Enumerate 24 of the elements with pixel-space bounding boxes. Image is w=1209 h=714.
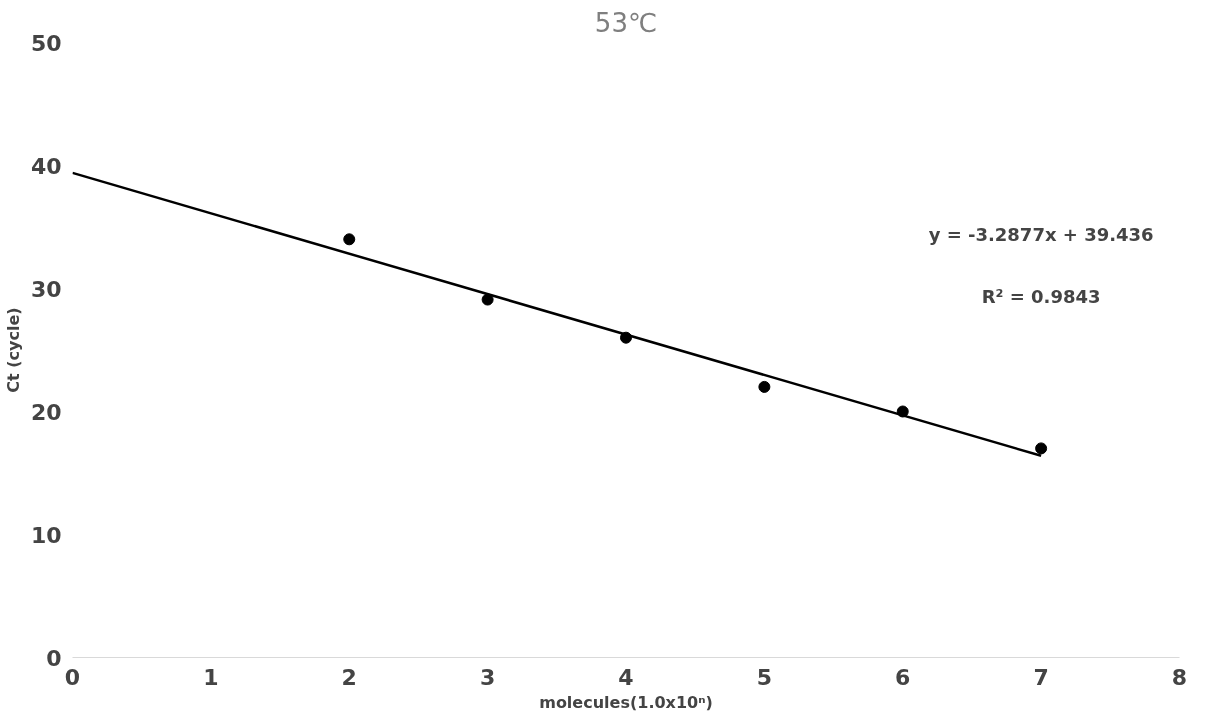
point (481, 293, 494, 306)
annotation: R² = 0.9843 (981, 285, 1101, 307)
point (758, 380, 771, 393)
point (1035, 442, 1048, 455)
y-tick-label: 50 (30, 30, 62, 56)
x-tick-label: 5 (756, 664, 773, 690)
x-tick-label: 6 (895, 664, 911, 690)
y-tick-label: 20 (30, 399, 62, 425)
point (343, 233, 356, 246)
y-tick-label: 0 (46, 645, 62, 671)
y-tick-label: 10 (30, 522, 62, 548)
x-tick-label: 2 (341, 664, 357, 690)
x-axis-title: molecules(1.0x10ⁿ) (539, 692, 713, 712)
annotation: y = -3.2877x + 39.436 (928, 224, 1154, 246)
x-tick-label: 3 (479, 664, 496, 690)
y-tick-label: 30 (30, 276, 62, 302)
x-tick-label: 7 (1033, 664, 1049, 690)
x-tick-label: 4 (618, 664, 634, 690)
y-tick-label: 40 (30, 153, 62, 179)
x-tick-label: 1 (203, 664, 219, 690)
chart-title: 53℃ (594, 7, 658, 38)
x-tick-label: 0 (64, 664, 81, 690)
y-axis-title: Ct (cycle) (3, 307, 23, 393)
x-tick-label: 8 (1171, 664, 1188, 690)
